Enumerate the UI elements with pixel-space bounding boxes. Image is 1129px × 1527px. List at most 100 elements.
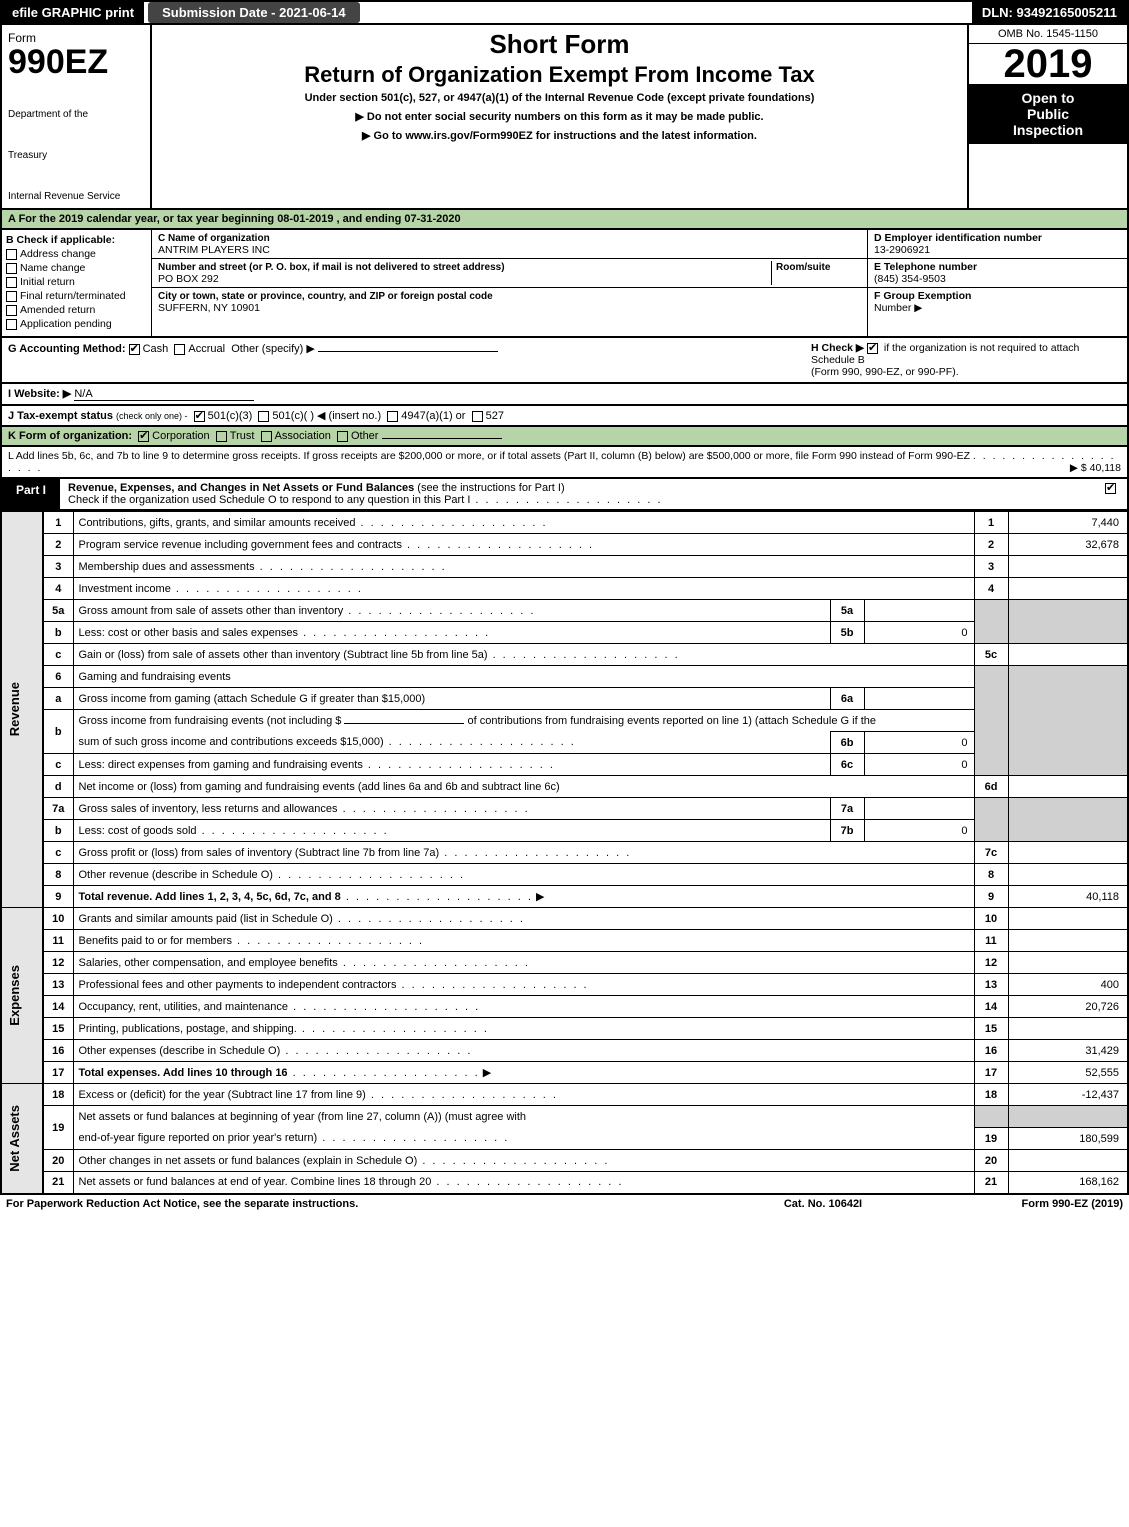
l14-val: 20,726	[1008, 996, 1128, 1018]
cb-corp[interactable]	[138, 431, 149, 442]
l5b-sn: 5b	[830, 622, 864, 644]
cb-501c3[interactable]	[194, 411, 205, 422]
open-line2: Public	[973, 106, 1123, 122]
cb-h[interactable]	[867, 343, 878, 354]
line-7c: c Gross profit or (loss) from sales of i…	[1, 842, 1128, 864]
g-cash: Cash	[143, 343, 169, 355]
l18-desc: Excess or (deficit) for the year (Subtra…	[79, 1089, 366, 1101]
city-label: City or town, state or province, country…	[158, 291, 493, 302]
l6a-num: a	[43, 688, 73, 710]
l2-val: 32,678	[1008, 534, 1128, 556]
cb-trust[interactable]	[216, 431, 227, 442]
l7c-desc: Gross profit or (loss) from sales of inv…	[79, 847, 440, 859]
l12-val	[1008, 952, 1128, 974]
efile-print-button[interactable]: efile GRAPHIC print	[2, 2, 144, 23]
cb-cash[interactable]	[129, 344, 140, 355]
open-public: Open to Public Inspection	[969, 84, 1127, 144]
g-accrual: Accrual	[188, 343, 225, 355]
l5c-val	[1008, 644, 1128, 666]
dept-line1: Department of the	[8, 109, 144, 120]
l1-desc: Contributions, gifts, grants, and simila…	[79, 517, 356, 529]
l8-val	[1008, 864, 1128, 886]
cb-4947[interactable]	[387, 411, 398, 422]
cb-address-change[interactable]: Address change	[6, 248, 147, 260]
l7c-val	[1008, 842, 1128, 864]
l5a-desc: Gross amount from sale of assets other t…	[79, 605, 344, 617]
l7c-num: c	[43, 842, 73, 864]
l11-val	[1008, 930, 1128, 952]
l6d-val	[1008, 776, 1128, 798]
l13-num: 13	[43, 974, 73, 996]
website-value: N/A	[74, 388, 254, 401]
j-527: 527	[486, 410, 504, 422]
footer-mid: Cat. No. 10642I	[723, 1198, 923, 1210]
l18-coln: 18	[974, 1084, 1008, 1106]
cb-name-change[interactable]: Name change	[6, 262, 147, 274]
cb-app-pending[interactable]: Application pending	[6, 318, 147, 330]
l6b-sn: 6b	[830, 732, 864, 754]
cb-final-return[interactable]: Final return/terminated	[6, 290, 147, 302]
line-16: 16 Other expenses (describe in Schedule …	[1, 1040, 1128, 1062]
l15-desc: Printing, publications, postage, and shi…	[79, 1023, 297, 1035]
l11-num: 11	[43, 930, 73, 952]
cb-accrual[interactable]	[174, 344, 185, 355]
side-revenue: Revenue	[7, 682, 22, 736]
cb-initial-return[interactable]: Initial return	[6, 276, 147, 288]
line-6b-2: sum of such gross income and contributio…	[1, 732, 1128, 754]
l5b-num: b	[43, 622, 73, 644]
d-label: D Employer identification number	[874, 232, 1042, 244]
return-title: Return of Organization Exempt From Incom…	[160, 62, 959, 88]
l7a-sv	[864, 798, 974, 820]
cb-assoc[interactable]	[261, 431, 272, 442]
line-18: Net Assets 18 Excess or (deficit) for th…	[1, 1084, 1128, 1106]
l4-num: 4	[43, 578, 73, 600]
tax-year: 2019	[969, 44, 1127, 84]
l10-coln: 10	[974, 908, 1008, 930]
l20-desc: Other changes in net assets or fund bala…	[79, 1155, 418, 1167]
cb-amended-return[interactable]: Amended return	[6, 304, 147, 316]
cb-501c[interactable]	[258, 411, 269, 422]
l7b-sv: 0	[864, 820, 974, 842]
l6b-sv: 0	[864, 732, 974, 754]
part1-header: Part I Revenue, Expenses, and Changes in…	[0, 479, 1129, 511]
l2-num: 2	[43, 534, 73, 556]
line-6b-1: b Gross income from fundraising events (…	[1, 710, 1128, 732]
l10-desc: Grants and similar amounts paid (list in…	[79, 913, 333, 925]
e-label: E Telephone number	[874, 261, 977, 273]
l18-val: -12,437	[1008, 1084, 1128, 1106]
cb-other[interactable]	[337, 431, 348, 442]
l10-num: 10	[43, 908, 73, 930]
l7a-num: 7a	[43, 798, 73, 820]
l6a-sv	[864, 688, 974, 710]
dept-line3: Internal Revenue Service	[8, 191, 144, 202]
cb-527[interactable]	[472, 411, 483, 422]
line-12: 12 Salaries, other compensation, and emp…	[1, 952, 1128, 974]
line-6a: a Gross income from gaming (attach Sched…	[1, 688, 1128, 710]
j-note: (check only one) -	[116, 411, 188, 421]
l-amount: ▶ $ 40,118	[1070, 462, 1121, 474]
l4-val	[1008, 578, 1128, 600]
line-7a: 7a Gross sales of inventory, less return…	[1, 798, 1128, 820]
section-b: B Check if applicable: Address change Na…	[2, 230, 152, 336]
l13-coln: 13	[974, 974, 1008, 996]
l5c-coln: 5c	[974, 644, 1008, 666]
submission-date-button[interactable]: Submission Date - 2021-06-14	[148, 2, 360, 23]
l6d-desc: Net income or (loss) from gaming and fun…	[79, 781, 560, 793]
line-3: 3 Membership dues and assessments 3	[1, 556, 1128, 578]
l7c-coln: 7c	[974, 842, 1008, 864]
row-h: H Check ▶ if the organization is not req…	[811, 342, 1121, 378]
j-4947: 4947(a)(1) or	[401, 410, 465, 422]
row-j: J Tax-exempt status (check only one) - 5…	[0, 406, 1129, 427]
org-name: ANTRIM PLAYERS INC	[158, 244, 270, 256]
l5a-sv	[864, 600, 974, 622]
k-corp: Corporation	[152, 430, 209, 442]
part1-check[interactable]	[1097, 479, 1127, 509]
open-line3: Inspection	[973, 122, 1123, 138]
part1-table: Revenue 1 Contributions, gifts, grants, …	[0, 511, 1129, 1195]
l4-desc: Investment income	[79, 583, 171, 595]
l11-coln: 11	[974, 930, 1008, 952]
line-1: Revenue 1 Contributions, gifts, grants, …	[1, 512, 1128, 534]
header-right: OMB No. 1545-1150 2019 Open to Public In…	[967, 25, 1127, 208]
top-bar: efile GRAPHIC print Submission Date - 20…	[0, 0, 1129, 25]
l19-desc2: end-of-year figure reported on prior yea…	[79, 1132, 318, 1144]
